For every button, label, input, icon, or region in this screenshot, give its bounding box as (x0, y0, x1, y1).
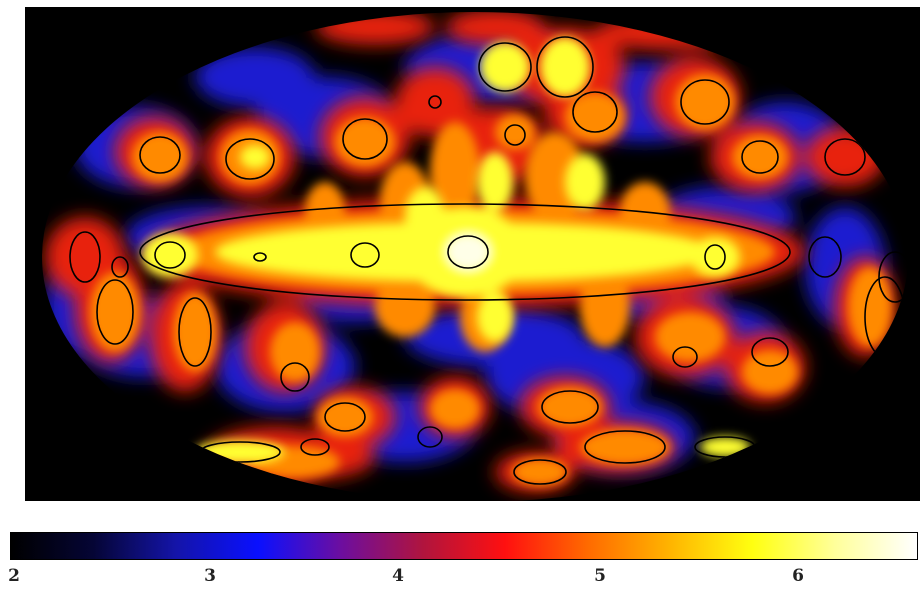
yellow-blob-5 (477, 152, 513, 212)
contour-ring-21 (541, 390, 599, 424)
core-blob (446, 234, 490, 270)
yellow-blob-6 (565, 154, 605, 210)
contour-ring-8 (342, 118, 388, 160)
contour-ring-3 (350, 242, 380, 268)
orange-blob-4 (495, 114, 535, 150)
contour-layer (69, 36, 908, 485)
orange-blob-1 (132, 132, 188, 182)
faint-blob-13 (195, 47, 315, 107)
orange-blob-19 (512, 458, 568, 486)
contour-ring-16 (96, 279, 134, 345)
colorbar-tick-label-4: 6 (792, 566, 804, 586)
contour-ring-9 (504, 124, 526, 146)
map-emission-layer (42, 12, 908, 501)
colorbar-tick-label-3: 5 (594, 566, 606, 586)
contour-ring-7 (225, 138, 275, 180)
contour-ring-24 (808, 236, 842, 278)
contour-ring-2 (154, 241, 186, 269)
orange-blob-14 (655, 312, 725, 362)
contour-ring-5 (253, 252, 267, 262)
orange-blob-13 (538, 387, 602, 427)
colorbar (10, 532, 918, 560)
contour-ring-6 (139, 136, 181, 174)
orange-blob-17 (580, 429, 670, 465)
contour-ring-25 (878, 251, 908, 303)
contour-ring-0 (139, 203, 791, 301)
contour-ring-19 (324, 402, 366, 432)
red-blob-26 (445, 12, 545, 45)
yellow-blob-2 (142, 233, 198, 277)
colorbar-tick-label-1: 3 (204, 566, 216, 586)
red-blob-4 (395, 67, 475, 137)
orange-blob-6 (675, 74, 735, 130)
contour-ring-28 (300, 438, 330, 456)
contour-ring-11 (680, 79, 730, 125)
orange-blob-12 (430, 389, 480, 429)
brightest-emission-layer (142, 37, 750, 464)
orange-blob-8 (90, 272, 140, 352)
yellow-blob-7 (405, 187, 445, 247)
contour-ring-4 (704, 244, 726, 270)
contour-ring-1 (447, 235, 489, 269)
contour-ring-27 (584, 430, 666, 464)
orange-blob-9 (173, 292, 217, 372)
yellow-blob-8 (477, 292, 513, 342)
orange-blob-25 (580, 267, 630, 347)
contour-ring-23 (751, 337, 789, 367)
contour-ring-17 (178, 297, 212, 367)
yellow-blob-4 (690, 237, 740, 277)
contour-ring-20 (417, 426, 443, 448)
orange-blob-10 (270, 322, 320, 382)
yellow-blob-10 (480, 42, 530, 92)
yellow-blob-11 (240, 145, 270, 169)
contour-ring-29 (513, 459, 567, 485)
contour-ring-10 (572, 91, 618, 133)
orange-blob-16 (848, 267, 892, 347)
yellow-blob-3 (339, 233, 391, 277)
contour-ring-32 (428, 95, 442, 109)
orange-blob-5 (565, 92, 625, 142)
orange-blob-15 (742, 350, 798, 394)
contour-ring-14 (69, 231, 101, 283)
contour-ring-18 (280, 362, 310, 392)
orange-blob-24 (375, 277, 435, 337)
contour-ring-22 (672, 346, 698, 368)
contour-ring-12 (741, 140, 779, 174)
contour-ring-30 (536, 36, 594, 98)
sky-map (25, 7, 920, 501)
contour-ring-15 (111, 256, 129, 278)
colorbar-tick-label-2: 4 (392, 566, 404, 586)
orange-blob-20 (430, 122, 480, 222)
contour-ring-13 (824, 138, 866, 176)
colorbar-tick-label-0: 2 (8, 566, 20, 586)
yellow-blob-9 (540, 37, 590, 97)
contour-ring-31 (478, 42, 532, 92)
